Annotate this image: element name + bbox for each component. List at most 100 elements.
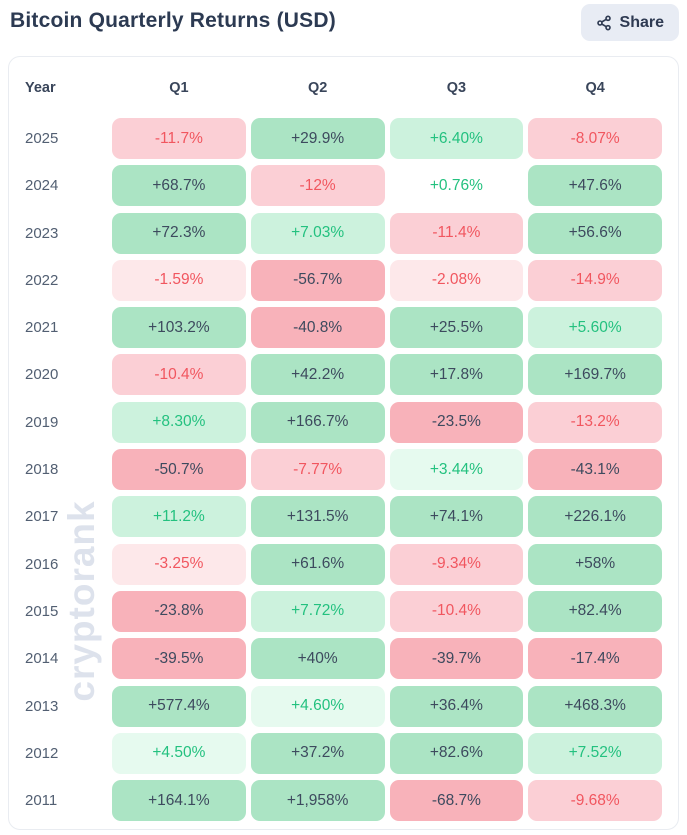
return-cell-2021-q1: +103.2% <box>112 307 246 349</box>
return-cell-2020-q1: -10.4% <box>112 354 246 396</box>
return-cell-2017-q3: +74.1% <box>389 496 524 538</box>
return-cell-2014-q4: -17.4% <box>528 638 662 680</box>
return-cell-2024-q2: -12% <box>250 165 385 207</box>
share-button[interactable]: Share <box>580 4 679 41</box>
return-cell-2013-q4: +468.3% <box>528 685 662 727</box>
year-label: 2024 <box>25 177 59 195</box>
share-nodes-icon <box>596 15 612 31</box>
column-header-q4: Q4 <box>585 79 605 96</box>
table-row-2023: 2023 +72.3% +7.03% -11.4% +56.6% <box>25 212 662 254</box>
year-label: 2017 <box>25 508 59 526</box>
returns-table: Year Q1 Q2 Q3 Q4 2025 -11.7% +29.9% +6.40% -8.07… <box>9 57 678 822</box>
return-cell-2011-q2: +1,958% <box>250 780 385 822</box>
year-label: 2011 <box>25 792 58 810</box>
return-cell-2012-q3: +82.6% <box>389 732 524 774</box>
return-cell-2016-q2: +61.6% <box>250 543 385 585</box>
column-header-q2: Q2 <box>307 79 328 96</box>
return-cell-2017-q2: +131.5% <box>250 496 385 538</box>
year-label: 2023 <box>25 224 59 242</box>
return-cell-2020-q4: +169.7% <box>528 354 662 396</box>
return-cell-2013-q1: +577.4% <box>112 685 246 727</box>
return-cell-2018-q2: -7.77% <box>250 449 385 491</box>
return-cell-2023-q2: +7.03% <box>250 212 385 254</box>
return-cell-2014-q1: -39.5% <box>112 638 246 680</box>
return-cell-2015-q4: +82.4% <box>528 590 662 632</box>
return-cell-2022-q1: -1.59% <box>112 259 246 301</box>
table-row-2015: 2015 -23.8% +7.72% -10.4% +82.4% <box>25 590 662 632</box>
return-cell-2023-q3: -11.4% <box>389 212 524 254</box>
return-cell-2022-q2: -56.7% <box>250 259 385 301</box>
return-cell-2024-q1: +68.7% <box>112 165 246 207</box>
return-cell-2023-q1: +72.3% <box>112 212 246 254</box>
table-row-2012: 2012 +4.50% +37.2% +82.6% +7.52% <box>25 732 662 774</box>
return-cell-2011-q1: +164.1% <box>112 780 246 822</box>
table-row-2014: 2014 -39.5% +40% -39.7% -17.4% <box>25 638 662 680</box>
return-cell-2013-q2: +4.60% <box>250 685 385 727</box>
return-cell-2014-q2: +40% <box>250 638 385 680</box>
year-label: 2021 <box>25 319 59 337</box>
return-cell-2025-q3: +6.40% <box>389 118 524 159</box>
return-cell-2018-q1: -50.7% <box>112 449 246 491</box>
table-row-2016: 2016 -3.25% +61.6% -9.34% +58% <box>25 543 662 585</box>
return-cell-2013-q3: +36.4% <box>389 685 524 727</box>
year-label: 2015 <box>25 602 59 620</box>
table-row-2022: 2022 -1.59% -56.7% -2.08% -14.9% <box>25 259 662 301</box>
return-cell-2017-q1: +11.2% <box>112 496 246 538</box>
table-row-2013: 2013 +577.4% +4.60% +36.4% +468.3% <box>25 685 662 727</box>
return-cell-2024-q4: +47.6% <box>528 165 662 207</box>
returns-card: cryptorank Year Q1 Q2 Q3 Q4 2025 -11.7% +29.9%… <box>8 56 679 830</box>
return-cell-2019-q1: +8.30% <box>112 401 246 443</box>
return-cell-2025-q2: +29.9% <box>250 118 385 159</box>
table-row-2025: 2025 -11.7% +29.9% +6.40% -8.07% <box>25 118 662 159</box>
table-row-2011: 2011 +164.1% +1,958% -68.7% -9.68% <box>25 780 662 822</box>
return-cell-2022-q3: -2.08% <box>389 259 524 301</box>
year-label: 2018 <box>25 461 59 479</box>
return-cell-2020-q3: +17.8% <box>389 354 524 396</box>
column-header-year: Year <box>25 79 56 96</box>
year-label: 2012 <box>25 744 59 762</box>
year-label: 2019 <box>25 413 59 431</box>
table-row-2019: 2019 +8.30% +166.7% -23.5% -13.2% <box>25 401 662 443</box>
return-cell-2025-q4: -8.07% <box>528 118 662 159</box>
year-label: 2020 <box>25 366 59 384</box>
return-cell-2025-q1: -11.7% <box>112 118 246 159</box>
return-cell-2015-q2: +7.72% <box>250 590 385 632</box>
page-title: Bitcoin Quarterly Returns (USD) <box>10 9 336 32</box>
return-cell-2018-q4: -43.1% <box>528 449 662 491</box>
column-header-q1: Q1 <box>169 79 189 96</box>
return-cell-2015-q3: -10.4% <box>389 590 524 632</box>
return-cell-2023-q4: +56.6% <box>528 212 662 254</box>
return-cell-2011-q3: -68.7% <box>389 780 524 822</box>
return-cell-2019-q4: -13.2% <box>528 401 662 443</box>
return-cell-2024-q3: +0.76% <box>389 165 524 207</box>
return-cell-2012-q1: +4.50% <box>112 732 246 774</box>
return-cell-2015-q1: -23.8% <box>112 590 246 632</box>
return-cell-2016-q1: -3.25% <box>112 543 246 585</box>
return-cell-2011-q4: -9.68% <box>528 780 662 822</box>
return-cell-2017-q4: +226.1% <box>528 496 662 538</box>
year-label: 2013 <box>25 697 59 715</box>
year-label: 2022 <box>25 271 59 289</box>
year-label: 2014 <box>25 650 59 668</box>
table-row-2021: 2021 +103.2% -40.8% +25.5% +5.60% <box>25 307 662 349</box>
column-header-q3: Q3 <box>446 79 467 96</box>
return-cell-2016-q3: -9.34% <box>389 543 524 585</box>
return-cell-2012-q2: +37.2% <box>250 732 385 774</box>
return-cell-2018-q3: +3.44% <box>389 449 524 491</box>
table-header-row: Year Q1 Q2 Q3 Q4 <box>25 57 662 118</box>
table-row-2024: 2024 +68.7% -12% +0.76% +47.6% <box>25 165 662 207</box>
table-row-2017: 2017 +11.2% +131.5% +74.1% +226.1% <box>25 496 662 538</box>
year-label: 2016 <box>25 555 59 573</box>
return-cell-2020-q2: +42.2% <box>250 354 385 396</box>
year-label: 2025 <box>25 130 59 147</box>
return-cell-2016-q4: +58% <box>528 543 662 585</box>
return-cell-2014-q3: -39.7% <box>389 638 524 680</box>
return-cell-2012-q4: +7.52% <box>528 732 662 774</box>
return-cell-2019-q2: +166.7% <box>250 401 385 443</box>
return-cell-2022-q4: -14.9% <box>528 259 662 301</box>
table-row-2018: 2018 -50.7% -7.77% +3.44% -43.1% <box>25 449 662 491</box>
return-cell-2021-q2: -40.8% <box>250 307 385 349</box>
return-cell-2019-q3: -23.5% <box>389 401 524 443</box>
topbar: Bitcoin Quarterly Returns (USD) Share <box>0 0 687 56</box>
share-button-label: Share <box>619 13 664 31</box>
